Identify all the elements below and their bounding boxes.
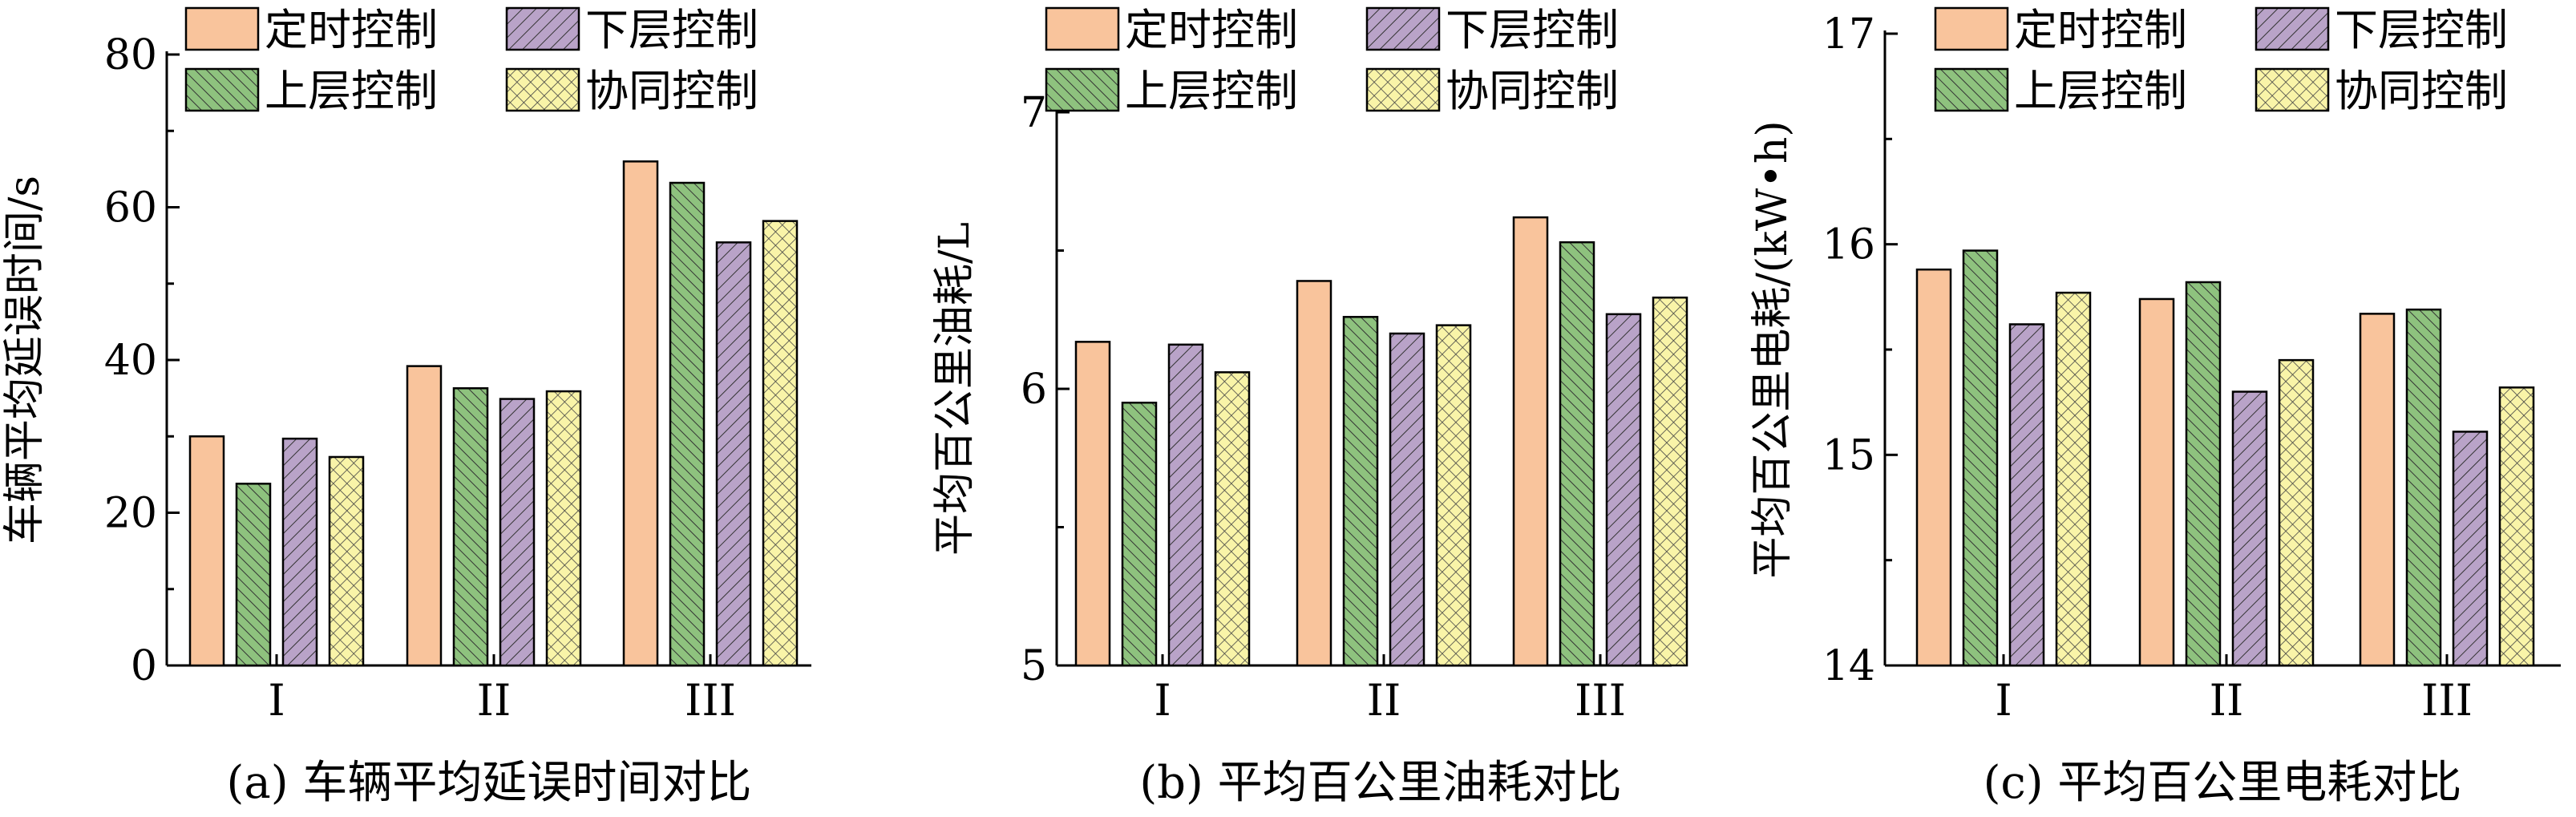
bar-upper-II: [452, 386, 489, 667]
bar-coop-II: [1435, 324, 1472, 667]
legend-label-lower: 下层控制: [2335, 5, 2508, 55]
panel-caption: (b) 平均百公里油耗对比: [1139, 757, 1621, 809]
bar-coop-I: [1214, 371, 1251, 667]
y-tick-label: 17: [1822, 10, 1875, 59]
bar-upper-I: [1962, 249, 1999, 667]
y-tick-label: 20: [104, 490, 157, 538]
bar-coop-II: [2278, 358, 2315, 667]
legend-swatch-coop: [505, 67, 580, 112]
legend-label-upper: 上层控制: [1125, 66, 1298, 116]
x-tick-label: I: [1995, 675, 2012, 726]
legend-label-timed: 定时控制: [2014, 5, 2187, 55]
bar-lower-II: [2231, 390, 2268, 667]
bar-lower-I: [2008, 323, 2045, 667]
legend-label-lower: 下层控制: [1446, 5, 1619, 55]
bar-upper-I: [1121, 402, 1158, 667]
bar-coop-III: [2498, 386, 2535, 667]
y-tick-label: 15: [1822, 431, 1875, 479]
y-axis-label: 平均百公里电耗/(kW•h): [1749, 120, 1797, 578]
legend-swatch-upper: [1934, 67, 2009, 112]
y-tick-label: 40: [104, 337, 157, 385]
bar-coop-III: [762, 220, 799, 667]
legend-swatch-lower: [1365, 6, 1441, 51]
y-tick-label: 6: [1021, 366, 1047, 414]
bar-timed-I: [1915, 268, 1952, 667]
bar-upper-III: [669, 181, 706, 667]
bar-timed-I: [1074, 341, 1111, 667]
x-tick-label: III: [685, 675, 736, 726]
bar-timed-I: [188, 435, 225, 667]
y-axis-label: 平均百公里油耗/L: [931, 222, 979, 556]
legend-swatch-upper: [184, 67, 260, 112]
panel-caption: (a) 车辆平均延误时间对比: [227, 757, 752, 809]
bar-timed-II: [406, 365, 443, 667]
x-tick-label: I: [268, 675, 285, 726]
bar-upper-III: [1559, 241, 1595, 667]
x-tick-label: II: [477, 675, 512, 726]
panel-caption: (c) 平均百公里电耗对比: [1984, 757, 2462, 809]
y-tick-label: 60: [104, 184, 157, 233]
x-tick-label: II: [1367, 675, 1401, 726]
bar-coop-II: [545, 390, 582, 667]
legend-label-coop: 协同控制: [585, 66, 758, 116]
x-tick-label: II: [2210, 675, 2244, 726]
bar-timed-II: [1296, 280, 1332, 667]
bar-upper-I: [235, 483, 272, 667]
bar-upper-II: [2185, 281, 2222, 667]
y-tick-label: 16: [1822, 221, 1875, 269]
x-tick-label: III: [1575, 675, 1626, 726]
legend-swatch-coop: [1365, 67, 1441, 112]
bar-lower-I: [281, 437, 318, 667]
legend-label-coop: 协同控制: [2335, 66, 2508, 116]
bar-lower-III: [1605, 313, 1642, 667]
bar-timed-III: [1512, 216, 1549, 667]
bar-lower-I: [1167, 343, 1204, 667]
legend-swatch-lower: [505, 6, 580, 51]
legend-swatch-timed: [184, 6, 260, 51]
legend-swatch-coop: [2255, 67, 2330, 112]
y-tick-label: 0: [131, 642, 157, 690]
legend-label-timed: 定时控制: [265, 5, 438, 55]
bar-coop-I: [328, 455, 365, 667]
y-tick-label: 7: [1021, 89, 1047, 137]
y-tick-label: 80: [104, 31, 157, 79]
bar-lower-III: [2452, 431, 2489, 667]
y-tick-label: 14: [1822, 642, 1875, 690]
legend-label-lower: 下层控制: [585, 5, 758, 55]
legend-label-upper: 上层控制: [265, 66, 438, 116]
x-tick-label: I: [1154, 675, 1171, 726]
legend-swatch-timed: [1045, 6, 1120, 51]
bar-coop-I: [2055, 291, 2092, 667]
legend-swatch-upper: [1045, 67, 1120, 112]
legend-label-upper: 上层控制: [2014, 66, 2187, 116]
bar-lower-III: [715, 241, 752, 667]
bar-lower-II: [499, 398, 536, 667]
y-axis-label: 车辆平均延误时间/s: [1, 176, 49, 544]
legend-swatch-timed: [1934, 6, 2009, 51]
bar-timed-II: [2138, 297, 2175, 667]
legend-label-coop: 协同控制: [1446, 66, 1619, 116]
bar-timed-III: [622, 160, 659, 667]
y-tick-label: 5: [1021, 642, 1047, 690]
legend-label-timed: 定时控制: [1125, 5, 1298, 55]
bar-lower-II: [1389, 332, 1425, 667]
bar-upper-III: [2405, 308, 2442, 667]
bar-upper-II: [1342, 316, 1379, 667]
legend-swatch-lower: [2255, 6, 2330, 51]
bar-coop-III: [1652, 296, 1688, 667]
bar-timed-III: [2359, 313, 2396, 667]
x-tick-label: III: [2421, 675, 2473, 726]
